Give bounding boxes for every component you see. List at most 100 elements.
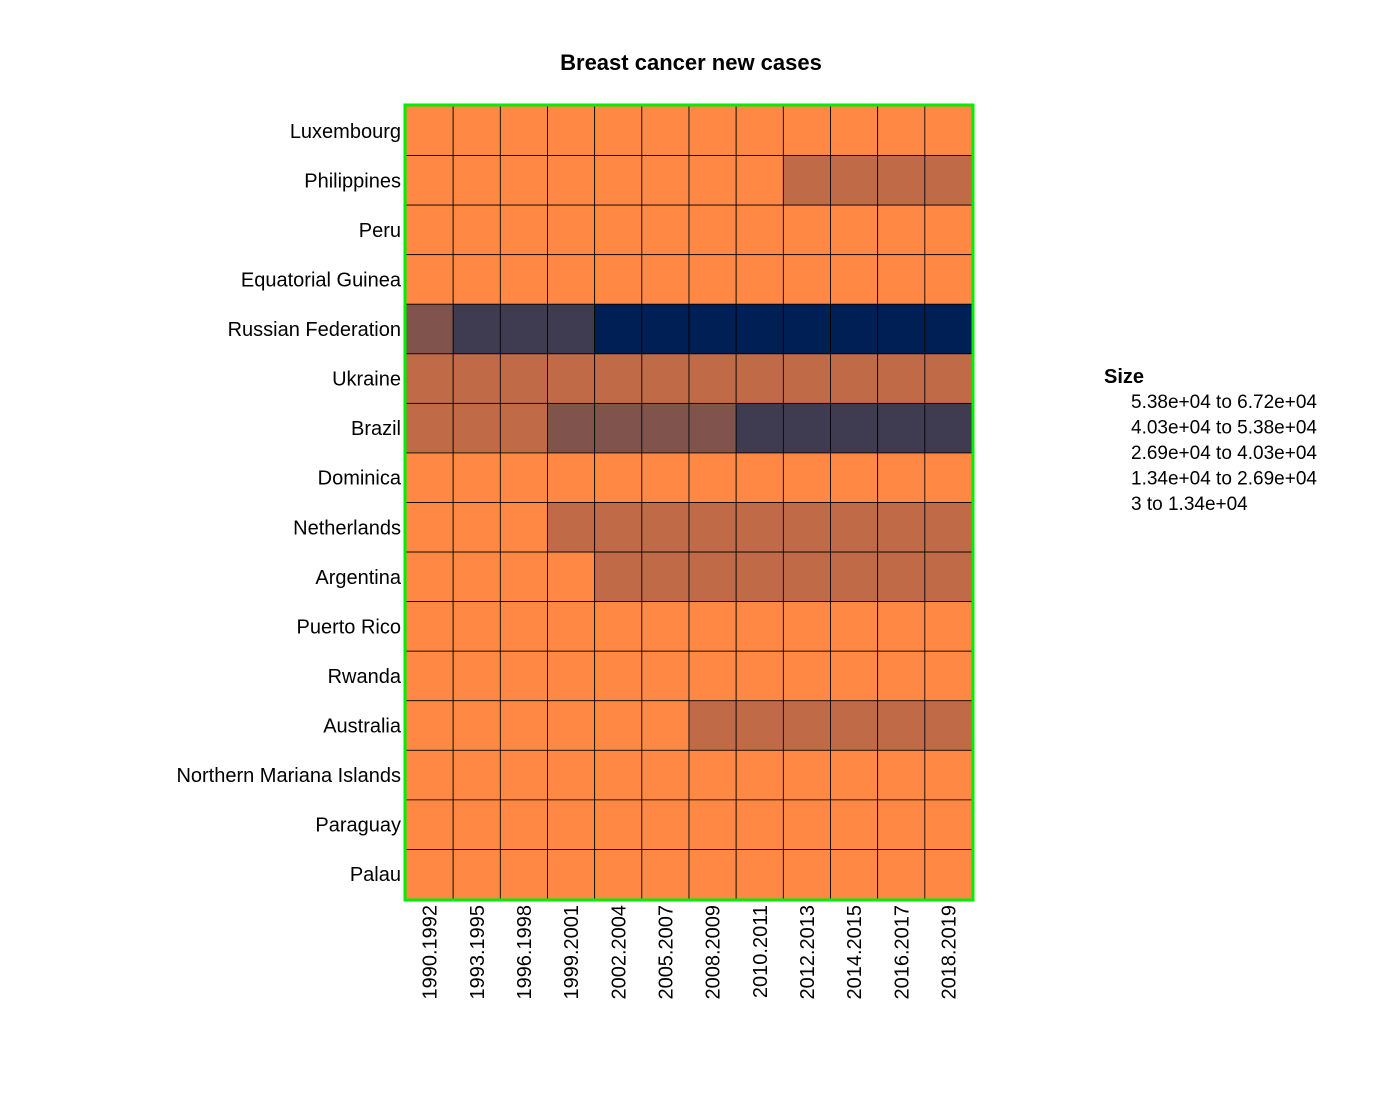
heatmap-cell: [830, 749, 879, 801]
heatmap-cell: [452, 204, 501, 256]
heatmap-cell: [452, 105, 501, 156]
heatmap-cell: [641, 452, 690, 503]
heatmap-cell: [405, 601, 454, 652]
heatmap-cell: [688, 402, 737, 454]
heatmap-cell: [547, 799, 596, 850]
heatmap-cell: [405, 303, 454, 355]
heatmap-cell: [782, 799, 831, 850]
heatmap-cell: [594, 749, 643, 801]
legend-item: 5.38e+04 to 6.72e+04: [1131, 392, 1317, 413]
heatmap-cell: [924, 105, 973, 156]
heatmap-cell: [405, 204, 454, 256]
heatmap-cell: [499, 402, 548, 454]
row-label: Australia: [323, 716, 402, 738]
heatmap-cell: [547, 650, 596, 702]
heatmap-cell: [452, 749, 501, 801]
legend-title: Size: [1104, 366, 1144, 388]
heatmap-cell: [735, 452, 784, 503]
heatmap-cell: [688, 204, 737, 256]
heatmap-cell: [499, 254, 548, 305]
heatmap-cell: [830, 353, 879, 404]
legend-item: 1.34e+04 to 2.69e+04: [1131, 469, 1317, 490]
heatmap-cell: [877, 105, 926, 156]
heatmap-cell: [924, 551, 973, 603]
heatmap-cell: [547, 452, 596, 503]
heatmap-cell: [594, 353, 643, 404]
heatmap-cell: [405, 155, 454, 206]
heatmap-cell: [547, 849, 596, 900]
column-label: 1990.1992: [420, 905, 442, 1000]
heatmap-cell: [641, 700, 690, 751]
heatmap-cell: [830, 799, 879, 850]
heatmap-cell: [924, 700, 973, 751]
heatmap-cell: [735, 105, 784, 156]
heatmap-cell: [735, 502, 784, 553]
heatmap-cell: [641, 204, 690, 256]
column-label: 2005.2007: [655, 905, 677, 1000]
heatmap-cell: [830, 650, 879, 702]
heatmap-cell: [641, 551, 690, 603]
column-labels: 1990.1992 1993.1995 1996.1998 1999.2001 2002…: [420, 905, 961, 1000]
heatmap-cell: [782, 402, 831, 454]
heatmap-cell: [547, 749, 596, 801]
heatmap-cell: [405, 749, 454, 801]
heatmap-cell: [452, 452, 501, 503]
heatmap-cell: [688, 303, 737, 355]
heatmap-cell: [594, 601, 643, 652]
heatmap-cell: [405, 700, 454, 751]
heatmap-cell: [735, 551, 784, 603]
heatmap-cell: [594, 402, 643, 454]
heatmap-cell: [877, 254, 926, 305]
row-label: Equatorial Guinea: [241, 269, 402, 291]
heatmap-cell: [877, 155, 926, 206]
heatmap-cell: [782, 749, 831, 801]
heatmap-cell: [452, 601, 501, 652]
heatmap-cell: [405, 353, 454, 404]
heatmap-cell: [924, 155, 973, 206]
heatmap-cell: [594, 254, 643, 305]
heatmap-cell: [782, 849, 831, 900]
heatmap-cell: [782, 204, 831, 256]
column-label: 1996.1998: [514, 905, 536, 1000]
row-label: Northern Mariana Islands: [176, 765, 401, 787]
heatmap-cell: [688, 700, 737, 751]
heatmap-cell: [452, 849, 501, 900]
row-label: Peru: [359, 220, 401, 242]
chart-title: Breast cancer new cases: [560, 50, 822, 75]
heatmap-cell: [782, 502, 831, 553]
heatmap-cell: [688, 551, 737, 603]
heatmap-cell: [452, 502, 501, 553]
heatmap-cell: [641, 105, 690, 156]
row-label: Brazil: [351, 418, 401, 440]
heatmap-cell: [830, 849, 879, 900]
row-label: Russian Federation: [228, 319, 401, 341]
heatmap-cell: [830, 204, 879, 256]
column-label: 2010.2011: [750, 905, 772, 998]
heatmap-cell: [830, 700, 879, 751]
heatmap-cell: [499, 799, 548, 850]
heatmap-cell: [924, 849, 973, 900]
heatmap-cell: [499, 601, 548, 652]
heatmap-cell: [547, 155, 596, 206]
heatmap-cell: [452, 551, 501, 603]
heatmap-cell: [499, 749, 548, 801]
heatmap-cell: [735, 749, 784, 801]
heatmap-cell: [547, 601, 596, 652]
heatmap-cell: [452, 254, 501, 305]
heatmap-cell: [877, 402, 926, 454]
heatmap-cell: [688, 650, 737, 702]
heatmap-cell: [547, 105, 596, 156]
heatmap-cell: [782, 105, 831, 156]
heatmap-cell: [594, 303, 643, 355]
heatmap-cell: [499, 650, 548, 702]
heatmap-cell: [782, 452, 831, 503]
heatmap-cell: [924, 601, 973, 652]
heatmap-cell: [452, 303, 501, 355]
heatmap-cell: [641, 849, 690, 900]
heatmap-cell: [924, 502, 973, 553]
heatmap-cell: [688, 799, 737, 850]
heatmap-cell: [499, 551, 548, 603]
heatmap-cell: [499, 204, 548, 256]
heatmap-cell: [877, 303, 926, 355]
heatmap-cell: [924, 799, 973, 850]
